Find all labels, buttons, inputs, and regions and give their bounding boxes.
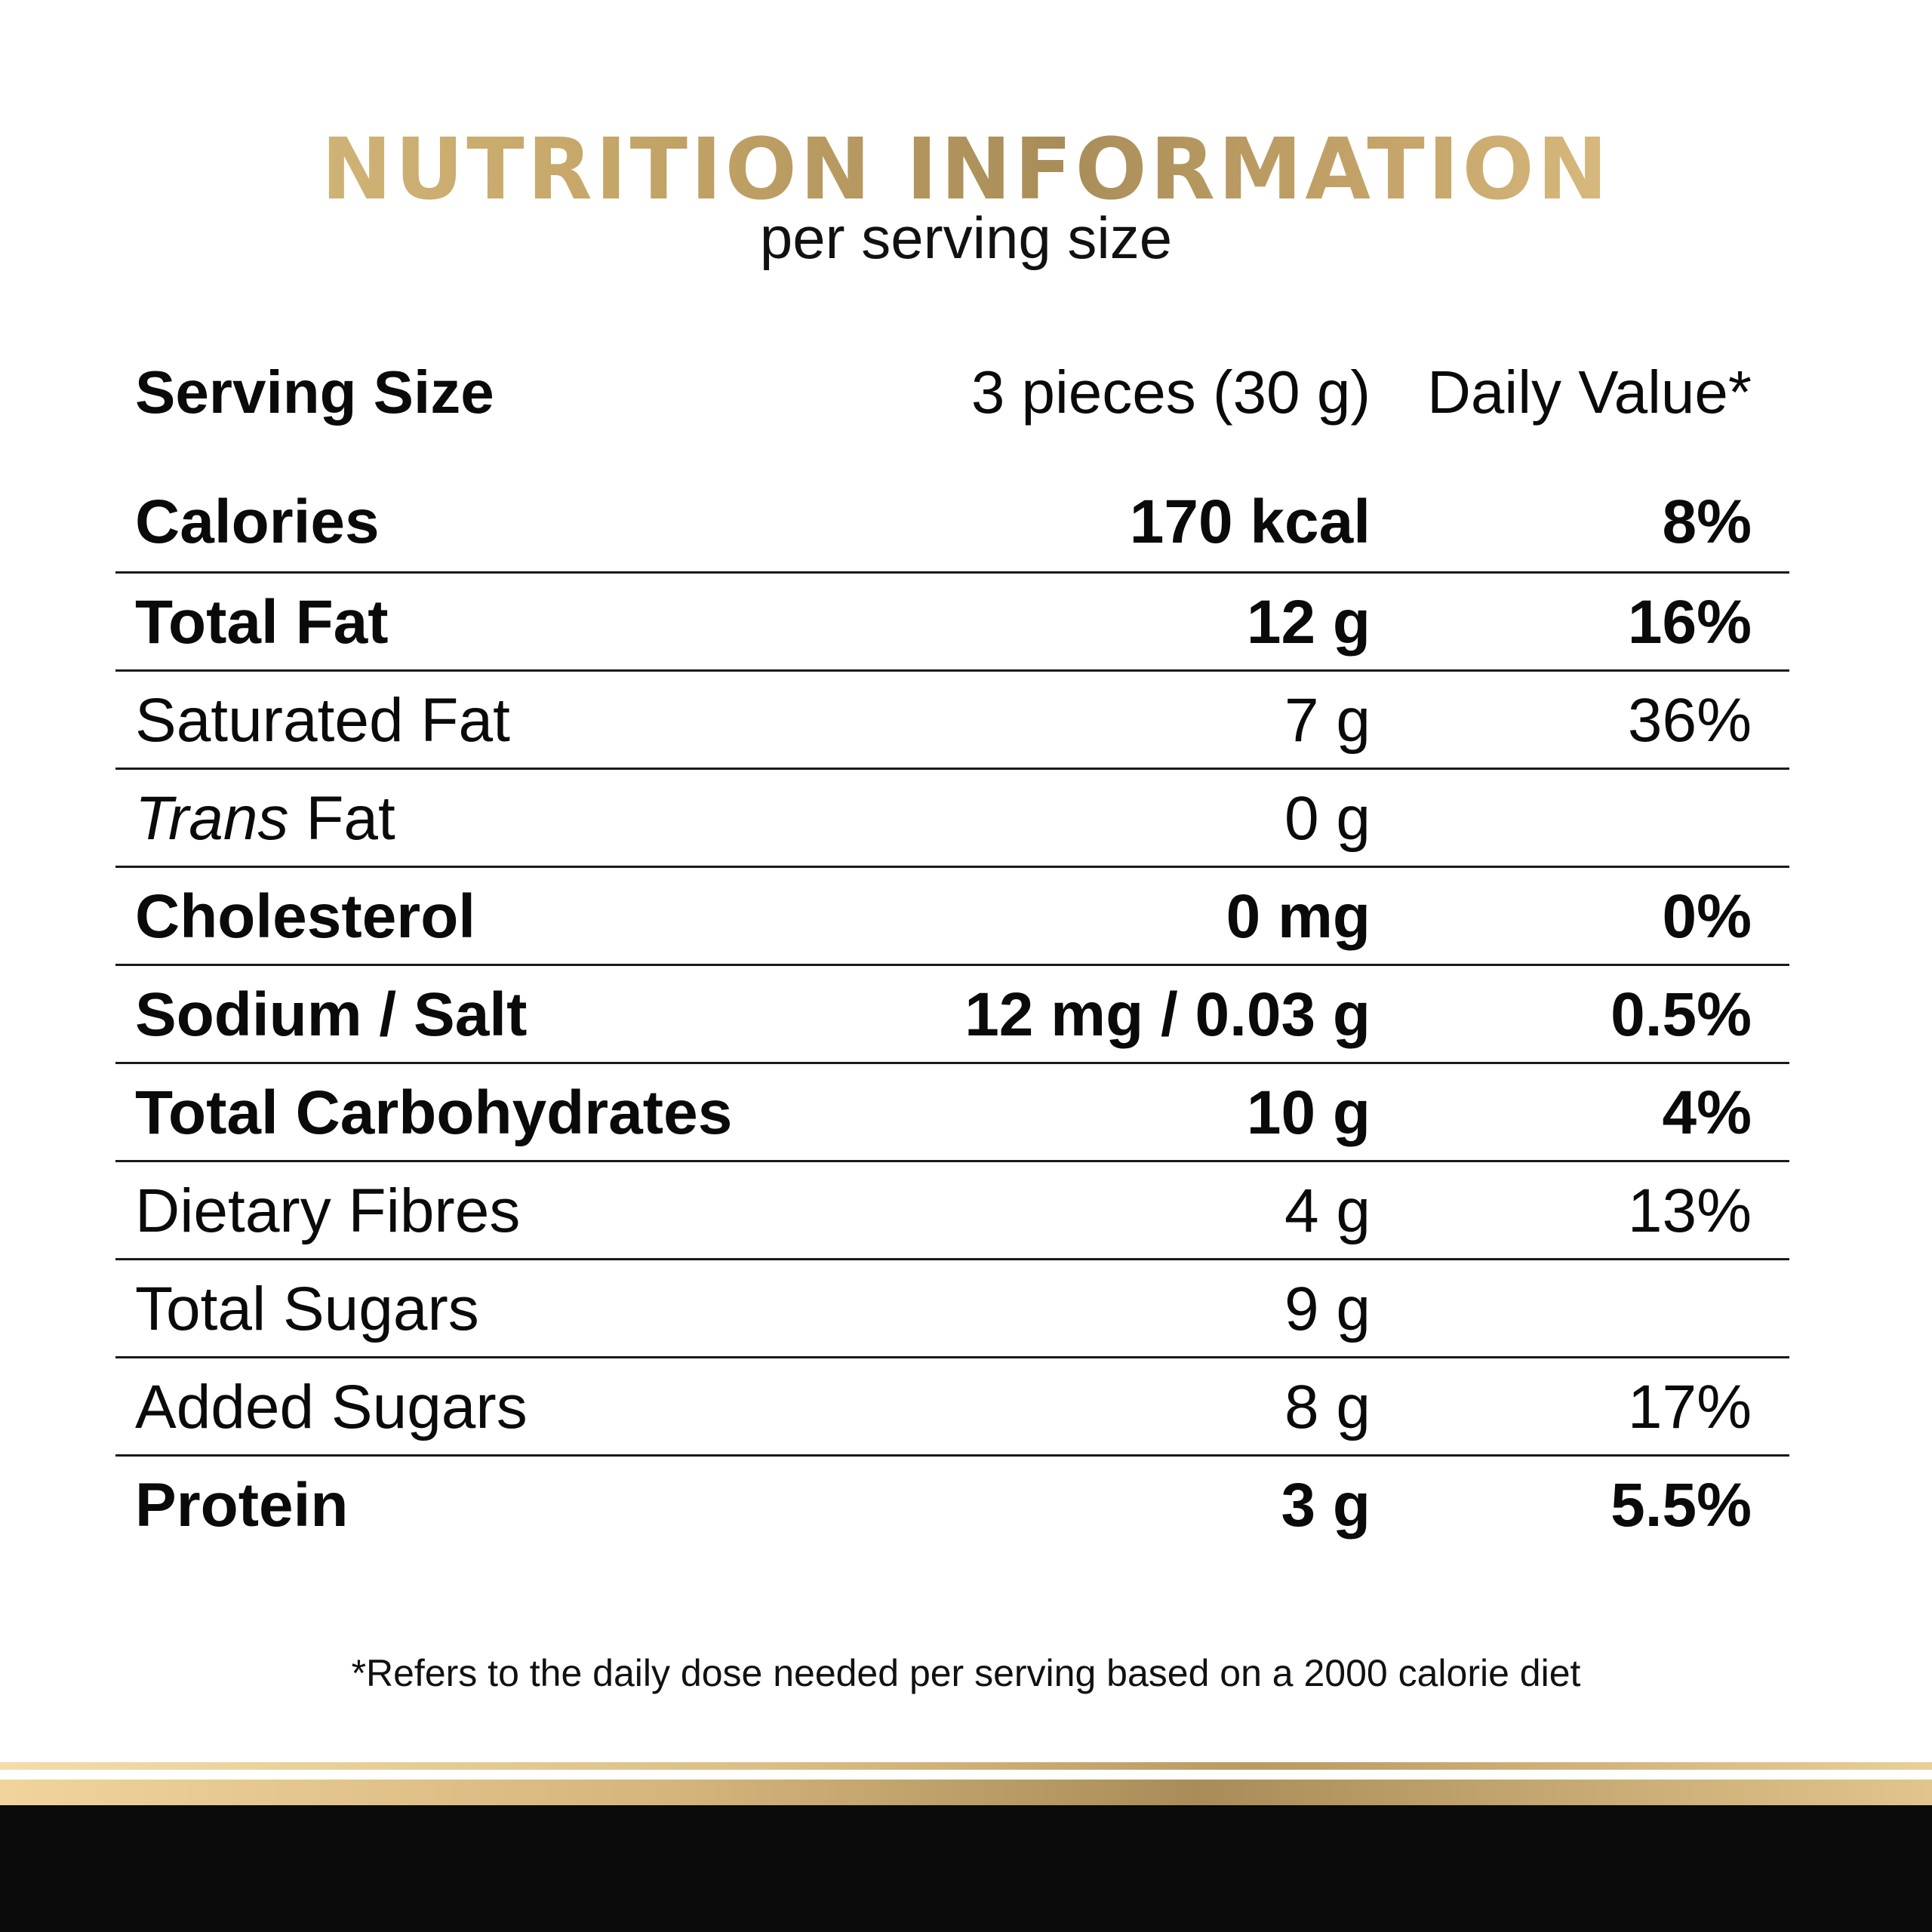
nutrient-amount: 0 g xyxy=(1284,784,1371,853)
nutrient-name: Total Fat xyxy=(135,588,389,657)
nutrient-row-trans-fat: Trans Fat 0 g xyxy=(115,768,1789,866)
nutrient-row-sodium: Sodium / Salt 12 mg / 0.03 g 0.5% xyxy=(115,964,1789,1062)
nutrient-amount: 9 g xyxy=(1284,1275,1371,1343)
nutrient-name-rest: Fat xyxy=(288,784,395,853)
nutrient-daily-value: 4% xyxy=(1662,1078,1752,1147)
nutrient-daily-value: 13% xyxy=(1627,1177,1752,1245)
nutrient-row-saturated-fat: Saturated Fat 7 g 36% xyxy=(115,669,1789,768)
nutrient-amount: 170 kcal xyxy=(1129,488,1371,556)
nutrient-name: Total Carbohydrates xyxy=(135,1078,733,1147)
serving-size-label: Serving Size xyxy=(135,358,494,426)
nutrient-name: Calories xyxy=(135,488,380,556)
nutrient-amount: 3 g xyxy=(1281,1471,1371,1540)
nutrient-name-italic: Trans xyxy=(135,784,289,853)
nutrient-daily-value: 5.5% xyxy=(1611,1471,1752,1540)
nutrient-amount: 0 mg xyxy=(1226,882,1371,951)
daily-value-header: Daily Value* xyxy=(1427,358,1752,426)
nutrient-name: Trans Fat xyxy=(135,770,395,868)
serving-size-amount: 3 pieces (30 g) xyxy=(971,358,1371,426)
nutrient-row-total-carbohydrates: Total Carbohydrates 10 g 4% xyxy=(115,1062,1789,1160)
nutrient-amount: 10 g xyxy=(1246,1078,1371,1147)
nutrient-row-cholesterol: Cholesterol 0 mg 0% xyxy=(115,866,1789,964)
nutrient-row-dietary-fibres: Dietary Fibres 4 g 13% xyxy=(115,1160,1789,1258)
nutrient-amount: 4 g xyxy=(1284,1177,1371,1245)
nutrient-name: Cholesterol xyxy=(135,882,476,951)
page-title: NUTRITION INFORMATION xyxy=(0,121,1932,219)
nutrient-row-protein: Protein 3 g 5.5% xyxy=(115,1454,1789,1552)
nutrient-daily-value: 17% xyxy=(1627,1373,1752,1441)
nutrient-name: Dietary Fibres xyxy=(135,1177,521,1245)
nutrient-amount: 8 g xyxy=(1284,1373,1371,1441)
nutrient-amount: 12 g xyxy=(1246,588,1371,657)
nutrient-amount: 7 g xyxy=(1284,686,1371,755)
nutrient-name: Protein xyxy=(135,1471,349,1540)
gold-stripe-thick xyxy=(0,1780,1932,1805)
nutrient-daily-value: 8% xyxy=(1662,488,1752,556)
footnote: *Refers to the daily dose needed per ser… xyxy=(351,1652,1581,1694)
nutrient-daily-value: 0% xyxy=(1662,882,1752,951)
nutrient-name: Saturated Fat xyxy=(135,686,510,755)
nutrient-row-total-fat: Total Fat 12 g 16% xyxy=(115,571,1789,669)
nutrient-daily-value: 36% xyxy=(1627,686,1752,755)
nutrient-name: Total Sugars xyxy=(135,1275,479,1343)
nutrient-daily-value: 16% xyxy=(1627,588,1752,657)
page-subtitle: per serving size xyxy=(759,205,1173,271)
nutrient-name: Added Sugars xyxy=(135,1373,528,1441)
footer-band xyxy=(0,1805,1932,1932)
nutrition-table: Serving Size 3 pieces (30 g) Daily Value… xyxy=(115,343,1789,1552)
serving-size-row: Serving Size 3 pieces (30 g) Daily Value… xyxy=(115,343,1789,441)
nutrient-name: Sodium / Salt xyxy=(135,980,528,1049)
nutrient-daily-value: 0.5% xyxy=(1611,980,1752,1049)
gold-stripe-thin xyxy=(0,1762,1932,1770)
nutrient-row-added-sugars: Added Sugars 8 g 17% xyxy=(115,1356,1789,1454)
nutrient-amount: 12 mg / 0.03 g xyxy=(964,980,1371,1049)
nutrient-row-calories: Calories 170 kcal 8% xyxy=(115,473,1789,571)
nutrient-row-total-sugars: Total Sugars 9 g xyxy=(115,1258,1789,1356)
